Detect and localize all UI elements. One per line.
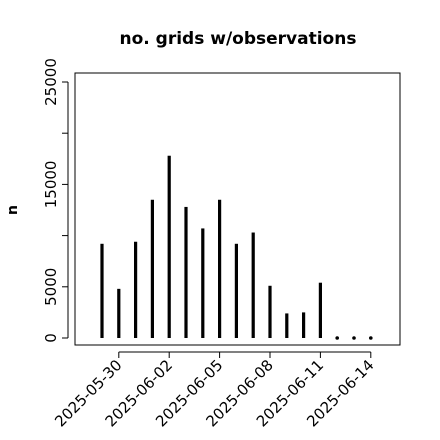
x-axis: 2025-05-302025-06-022025-06-052025-06-08… <box>51 351 378 430</box>
bar-zero-point <box>335 336 340 340</box>
y-tick-label: 5000 <box>42 268 60 306</box>
bar <box>167 155 171 338</box>
bar <box>268 285 272 338</box>
bar <box>302 312 306 338</box>
bar-zero-point <box>369 336 373 340</box>
bar <box>150 199 154 338</box>
bar <box>201 228 205 338</box>
bar <box>218 199 222 338</box>
bar <box>117 288 121 338</box>
y-tick-label: 0 <box>42 333 60 343</box>
y-axis: 0 5000 15000 25000 <box>42 58 69 343</box>
bar-zero-point <box>352 336 356 340</box>
bar <box>184 206 188 338</box>
y-tick-label: 25000 <box>42 58 60 106</box>
bar <box>234 243 238 338</box>
chart-title: no. grids w/observations <box>120 29 357 49</box>
y-tick-label: 15000 <box>42 161 60 209</box>
y-axis-label: n <box>5 205 21 215</box>
bar <box>134 241 138 338</box>
bar <box>285 313 289 338</box>
plot-frame <box>74 72 401 346</box>
bar <box>251 232 255 338</box>
bars <box>100 155 373 340</box>
bar <box>318 282 322 338</box>
bar <box>100 243 104 338</box>
